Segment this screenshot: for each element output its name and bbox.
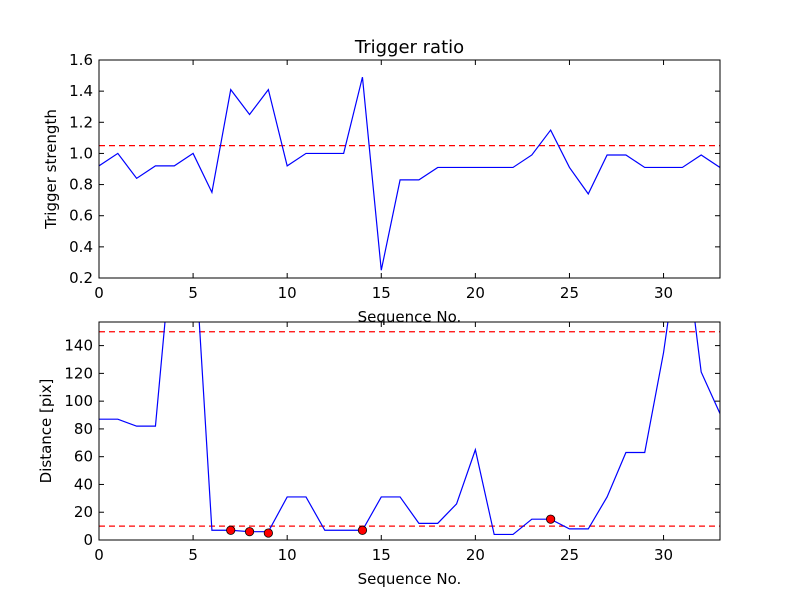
- y-tick-label: 0: [83, 531, 93, 549]
- top-plot-area: [99, 76, 720, 271]
- x-tick-label: 10: [278, 284, 297, 302]
- x-tick-label: 5: [188, 546, 198, 564]
- bottom-axes-frame: [98, 321, 721, 541]
- y-tick-label: 0.6: [69, 207, 93, 225]
- y-tick-label: 100: [64, 392, 93, 410]
- top-x-axis-label: Sequence No.: [358, 308, 462, 326]
- trigger-ratio-subplot: Trigger ratio 0 5 10 15 20 25 30 0.2 0.4 0.6 0.8 1…: [42, 37, 721, 326]
- x-tick-label: 25: [560, 546, 579, 564]
- data-marker: [263, 528, 273, 538]
- x-tick-label: 30: [654, 284, 673, 302]
- y-tick-label: 1.0: [69, 144, 93, 162]
- y-tick-label: 1.2: [69, 113, 93, 131]
- y-tick-label: 0.4: [69, 238, 93, 256]
- x-tick-label: 0: [94, 284, 104, 302]
- x-tick-label: 0: [94, 546, 104, 564]
- data-marker: [357, 525, 368, 535]
- data-marker: [244, 527, 255, 537]
- series-line: [99, 322, 720, 536]
- y-tick-label: 1.4: [69, 82, 93, 100]
- series-line: [99, 76, 720, 271]
- top-y-ticks: 0.2 0.4 0.6 0.8 1.0 1.2 1.4 1.6: [69, 51, 720, 287]
- bottom-x-axis-label: Sequence No.: [358, 570, 462, 588]
- x-tick-label: 20: [466, 546, 485, 564]
- top-axes-frame: [98, 59, 721, 279]
- x-tick-label: 20: [466, 284, 485, 302]
- y-tick-label: 80: [74, 420, 93, 438]
- bottom-x-ticks: 0 5 10 15 20 25 30: [94, 322, 673, 564]
- x-tick-label: 15: [372, 546, 391, 564]
- y-tick-label: 20: [74, 503, 93, 521]
- y-tick-label: 60: [74, 448, 93, 466]
- distance-subplot: 0 5 10 15 20 25 30 0 20 40 60 80 100 120 140 Sequence…: [37, 321, 721, 588]
- x-tick-label: 10: [278, 546, 297, 564]
- x-tick-label: 25: [560, 284, 579, 302]
- top-x-ticks: 0 5 10 15 20 25 30: [94, 60, 673, 302]
- y-tick-label: 1.6: [69, 51, 93, 69]
- chart-title: Trigger ratio: [354, 37, 464, 58]
- bottom-y-ticks: 0 20 40 60 80 100 120 140: [64, 337, 720, 549]
- x-tick-label: 15: [372, 284, 391, 302]
- bottom-y-axis-label: Distance [pix]: [37, 379, 55, 484]
- y-tick-label: 40: [74, 475, 93, 493]
- y-tick-label: 0.2: [69, 269, 93, 287]
- top-y-axis-label: Trigger strength: [42, 109, 60, 230]
- bottom-plot-area: [99, 322, 720, 538]
- y-tick-label: 140: [64, 337, 93, 355]
- x-tick-label: 5: [188, 284, 198, 302]
- data-marker: [546, 514, 556, 524]
- x-tick-label: 30: [654, 546, 673, 564]
- y-tick-label: 0.8: [69, 176, 93, 194]
- data-marker: [226, 525, 236, 535]
- y-tick-label: 120: [64, 364, 93, 382]
